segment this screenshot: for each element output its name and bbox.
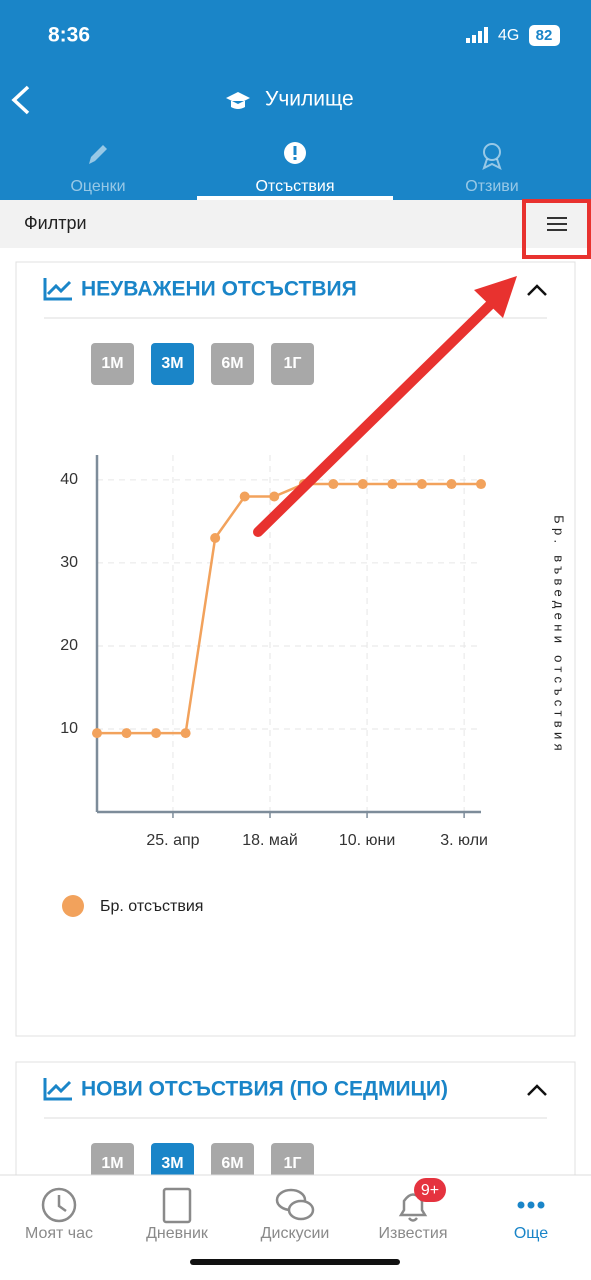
tab-label[interactable]: Оценки <box>70 178 125 195</box>
header-bg <box>0 0 591 200</box>
annotation-arrowhead <box>474 276 517 318</box>
trend-icon <box>43 278 72 301</box>
data-point <box>151 728 162 739</box>
nav-icon <box>527 1201 535 1209</box>
legend-label: Бр. отсъствия <box>100 898 203 915</box>
status-time: 8:36 <box>48 24 90 47</box>
trend-icon <box>43 1078 72 1101</box>
data-point <box>269 491 280 502</box>
data-point <box>239 491 250 502</box>
y-tick-label: 10 <box>60 720 78 737</box>
range-button-label[interactable]: 6М <box>221 1155 243 1172</box>
filter-menu-button[interactable] <box>547 217 567 231</box>
data-point <box>92 728 102 739</box>
tab-icon <box>483 143 501 161</box>
annotation-box <box>522 199 591 259</box>
tab-icon <box>89 145 107 164</box>
y-tick-label: 20 <box>60 637 78 654</box>
legend-marker <box>62 895 84 917</box>
tab-label[interactable]: Отзиви <box>465 178 518 195</box>
y-tick-label: 40 <box>60 471 78 488</box>
status-network: 4G <box>498 27 519 44</box>
data-point <box>121 728 132 739</box>
x-tick-label: 10. юни <box>339 832 395 849</box>
filter-label: Филтри <box>24 213 87 233</box>
nav-label[interactable]: Известия <box>379 1225 448 1242</box>
back-button[interactable] <box>11 85 30 115</box>
card <box>15 261 576 1037</box>
nav-label[interactable]: Дискусии <box>261 1225 330 1242</box>
data-point <box>328 479 339 490</box>
battery-icon <box>529 25 560 46</box>
range-button[interactable] <box>271 343 314 385</box>
data-point <box>210 533 221 544</box>
range-button-label[interactable]: 1Г <box>284 355 302 372</box>
filter-bar <box>0 200 591 248</box>
data-point <box>416 479 427 490</box>
notification-badge <box>414 1178 446 1202</box>
x-tick-label: 3. юли <box>440 832 488 849</box>
tab-indicator <box>197 196 393 200</box>
collapse-button[interactable] <box>527 284 547 296</box>
range-button[interactable] <box>151 343 194 385</box>
nav-label[interactable]: Още <box>514 1225 548 1242</box>
nav-icon <box>398 1193 428 1222</box>
nav-label[interactable]: Дневник <box>146 1225 209 1242</box>
range-button-label[interactable]: 6М <box>221 355 243 372</box>
data-point <box>180 728 191 739</box>
data-point <box>357 479 368 490</box>
range-button[interactable] <box>211 343 254 385</box>
tab-icon <box>482 158 502 170</box>
range-button-label[interactable]: 3М <box>161 1155 183 1172</box>
tab-icon <box>293 146 297 155</box>
tab-icon <box>293 157 297 160</box>
nav-icon <box>162 1187 192 1224</box>
nav-icon <box>537 1201 545 1209</box>
range-button-label[interactable]: 1М <box>101 1155 123 1172</box>
annotation-arrow <box>253 295 500 537</box>
card-title: НОВИ ОТСЪСТВИЯ (ПО СЕДМИЦИ) <box>81 1078 448 1101</box>
notification-badge-label: 9+ <box>421 1182 439 1199</box>
nav-icon <box>57 1195 67 1213</box>
card-title: НЕУВАЖЕНИ ОТСЪСТВИЯ <box>81 278 357 301</box>
x-tick-label: 18. май <box>242 832 298 849</box>
home-indicator <box>190 1259 400 1265</box>
school-icon <box>226 92 250 109</box>
range-button-label[interactable]: 1М <box>101 355 123 372</box>
range-button-label[interactable]: 3М <box>161 355 183 372</box>
x-tick-label: 25. апр <box>146 832 199 849</box>
tab-label[interactable]: Отсъствия <box>255 178 334 195</box>
nav-icon <box>517 1201 525 1209</box>
signal-icon <box>466 27 488 43</box>
collapse-button[interactable] <box>527 1084 547 1096</box>
y-tick-label: 30 <box>60 554 78 571</box>
y-axis-label: Бр. въведени отсъствия <box>552 515 567 755</box>
nav-icon <box>287 1199 315 1221</box>
data-point <box>446 479 457 490</box>
battery-level: 82 <box>536 27 553 44</box>
data-point <box>476 479 486 490</box>
range-button-label[interactable]: 1Г <box>284 1155 302 1172</box>
nav-label[interactable]: Моят час <box>25 1225 93 1242</box>
data-point <box>387 479 398 490</box>
range-button[interactable] <box>91 343 134 385</box>
nav-icon <box>41 1187 77 1223</box>
header-title: Училище <box>265 88 354 111</box>
